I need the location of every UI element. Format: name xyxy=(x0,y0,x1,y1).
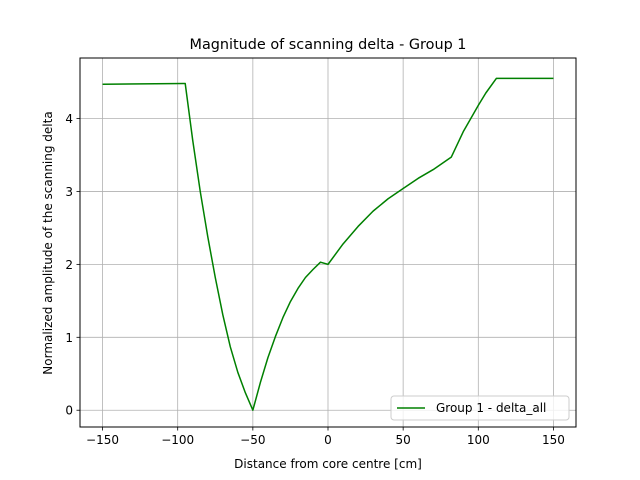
y-tick-label: 4 xyxy=(65,112,73,126)
legend-label: Group 1 - delta_all xyxy=(436,401,546,415)
y-tick-label: 3 xyxy=(65,185,73,199)
y-tick-label: 2 xyxy=(65,258,73,272)
y-axis-label: Normalized amplitude of the scanning del… xyxy=(41,111,55,374)
x-tick-label: 150 xyxy=(542,433,565,447)
x-tick-label: 0 xyxy=(324,433,332,447)
y-tick-label: 0 xyxy=(65,404,73,418)
x-tick-label: 50 xyxy=(396,433,411,447)
axis-ticks: −150 −100 −50 0 50 100 150 0 1 2 3 4 xyxy=(65,112,565,447)
x-tick-label: 100 xyxy=(467,433,490,447)
series-layer xyxy=(102,77,554,411)
legend-box xyxy=(390,395,570,421)
legend: Group 1 - delta_all xyxy=(390,395,570,421)
x-tick-label: −50 xyxy=(240,433,265,447)
x-tick-label: −100 xyxy=(161,433,194,447)
chart-title: Magnitude of scanning delta - Group 1 xyxy=(190,37,467,53)
x-tick-label: −150 xyxy=(86,433,119,447)
x-axis-label: Distance from core centre [cm] xyxy=(234,457,422,471)
series-line xyxy=(102,77,554,411)
y-tick-label: 1 xyxy=(65,331,73,345)
